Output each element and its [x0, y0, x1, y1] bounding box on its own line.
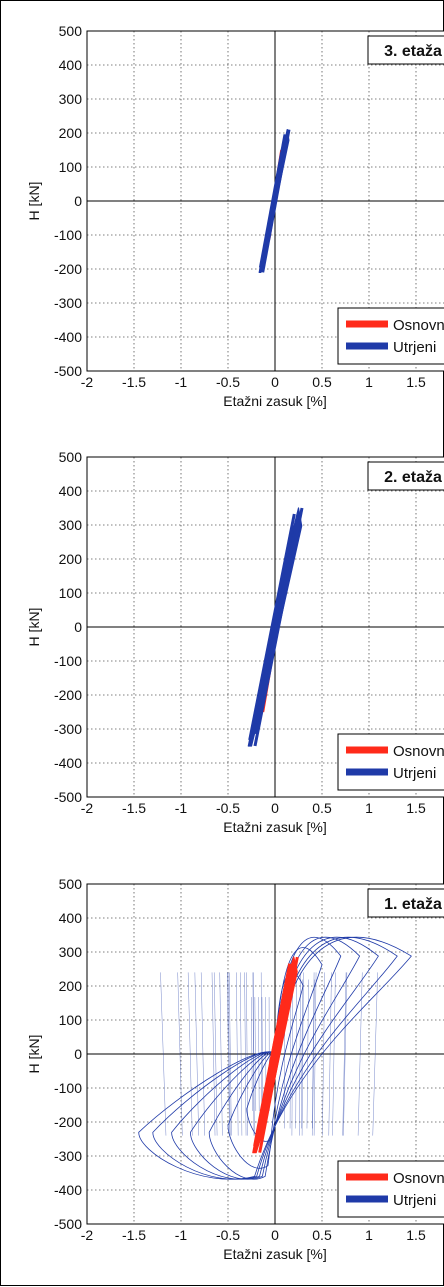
x-tick-label: 0 [271, 374, 279, 390]
y-tick-label: 0 [74, 619, 82, 635]
x-tick-label: 1.5 [406, 800, 426, 816]
y-tick-label: -100 [54, 653, 82, 669]
y-tick-label: -100 [54, 227, 82, 243]
y-tick-label: -100 [54, 1080, 82, 1096]
y-tick-label: -200 [54, 687, 82, 703]
x-tick-label: -2 [81, 1227, 94, 1243]
x-axis-label: Etažni zasuk [%] [223, 819, 327, 835]
y-axis-label: H [kN] [26, 182, 42, 221]
y-tick-label: -300 [54, 295, 82, 311]
y-tick-label: -200 [54, 261, 82, 277]
x-tick-label: 1 [365, 800, 373, 816]
y-tick-label: 500 [59, 449, 83, 465]
x-tick-label: -1.5 [122, 374, 146, 390]
x-tick-label: 1.5 [406, 374, 426, 390]
floor-badge: 2. etaža [384, 469, 442, 486]
x-tick-label: 0 [271, 800, 279, 816]
x-tick-label: -0.5 [216, 374, 240, 390]
y-tick-label: 200 [59, 978, 83, 994]
y-tick-label: 400 [59, 910, 83, 926]
x-tick-label: -1 [175, 800, 188, 816]
y-tick-label: 100 [59, 1012, 83, 1028]
y-tick-label: 100 [59, 585, 83, 601]
floor-badge: 1. etaža [384, 896, 442, 913]
y-tick-label: -200 [54, 1114, 82, 1130]
x-tick-label: 1 [365, 374, 373, 390]
x-tick-label: -0.5 [216, 800, 240, 816]
y-tick-label: -500 [54, 1216, 82, 1232]
x-tick-label: 0 [271, 1227, 279, 1243]
y-tick-label: -300 [54, 1148, 82, 1164]
y-tick-label: 0 [74, 193, 82, 209]
y-tick-label: 300 [59, 944, 83, 960]
y-tick-label: -400 [54, 755, 82, 771]
floor-badge: 3. etaža [384, 43, 442, 60]
y-tick-label: 100 [59, 159, 83, 175]
x-axis-label: Etažni zasuk [%] [223, 393, 327, 409]
x-tick-label: -1 [175, 374, 188, 390]
x-tick-label: -1.5 [122, 800, 146, 816]
y-tick-label: 400 [59, 483, 83, 499]
y-tick-label: 200 [59, 125, 83, 141]
legend-label: Osnovni [393, 317, 444, 334]
y-tick-label: 300 [59, 91, 83, 107]
y-tick-label: -400 [54, 1182, 82, 1198]
y-axis-label: H [kN] [26, 608, 42, 647]
x-tick-label: -2 [81, 374, 94, 390]
y-tick-label: -300 [54, 721, 82, 737]
x-tick-label: -2 [81, 800, 94, 816]
y-tick-label: 500 [59, 23, 83, 39]
x-tick-label: 0.5 [312, 800, 332, 816]
x-tick-label: -1.5 [122, 1227, 146, 1243]
y-tick-label: 200 [59, 551, 83, 567]
y-axis-label: H [kN] [26, 1035, 42, 1074]
x-axis-label: Etažni zasuk [%] [223, 1246, 327, 1262]
x-tick-label: 0.5 [312, 1227, 332, 1243]
y-tick-label: -500 [54, 363, 82, 379]
y-tick-label: 300 [59, 517, 83, 533]
x-tick-label: 0.5 [312, 374, 332, 390]
legend-label: Osnovni [393, 1170, 444, 1187]
legend-label: Utrjeni [393, 765, 436, 782]
x-tick-label: -0.5 [216, 1227, 240, 1243]
y-tick-label: -400 [54, 329, 82, 345]
x-tick-label: 1.5 [406, 1227, 426, 1243]
legend-label: Utrjeni [393, 339, 436, 356]
x-tick-label: 1 [365, 1227, 373, 1243]
y-tick-label: 400 [59, 57, 83, 73]
x-tick-label: -1 [175, 1227, 188, 1243]
legend-label: Osnovni [393, 743, 444, 760]
y-tick-label: -500 [54, 789, 82, 805]
y-tick-label: 500 [59, 876, 83, 892]
legend-label: Utrjeni [393, 1192, 436, 1209]
y-tick-label: 0 [74, 1046, 82, 1062]
